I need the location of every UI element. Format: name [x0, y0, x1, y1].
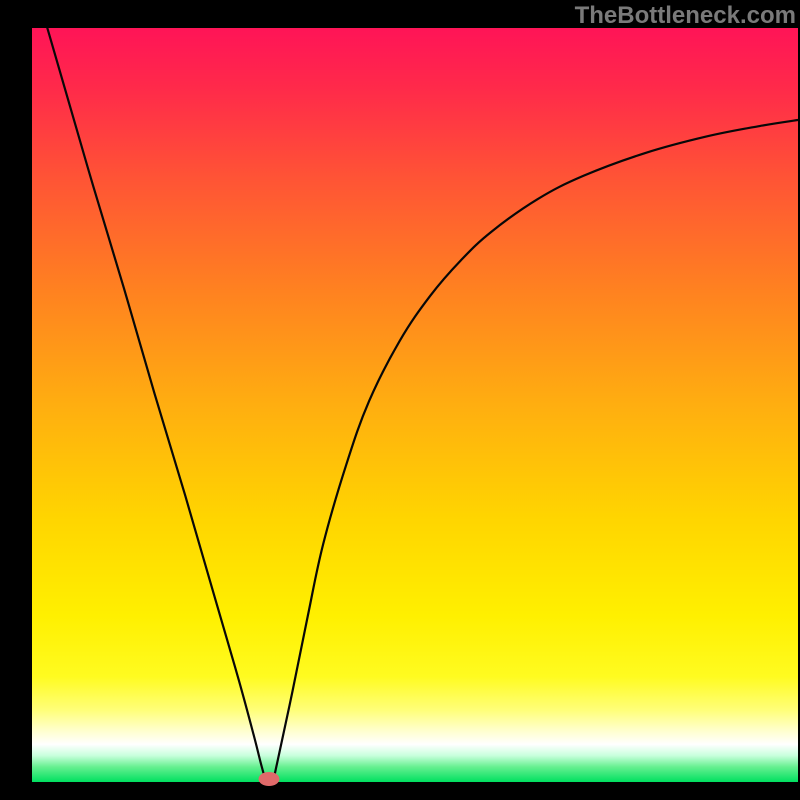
chart-svg — [32, 28, 798, 782]
plot-area — [32, 28, 798, 782]
watermark-text: TheBottleneck.com — [575, 2, 796, 30]
bottleneck-curve — [47, 28, 798, 782]
optimum-marker — [259, 772, 280, 786]
chart-frame: TheBottleneck.com — [0, 0, 800, 800]
